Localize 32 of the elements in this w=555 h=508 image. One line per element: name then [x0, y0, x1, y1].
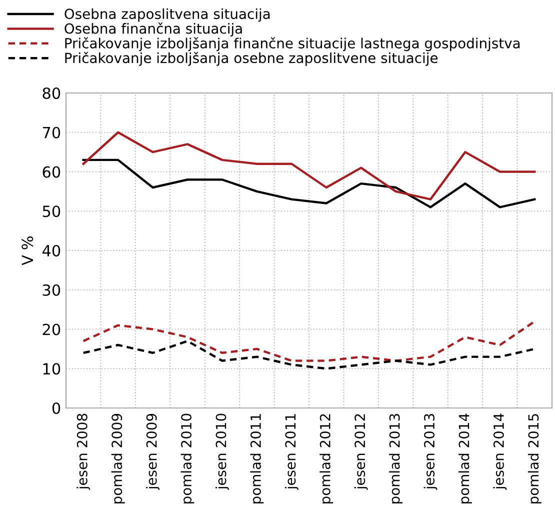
line-series [82, 158, 536, 208]
x-tick-label: pomlad 2014 [458, 414, 472, 504]
x-tick-label: pomlad 2013 [389, 414, 403, 504]
x-tick-label: jesen 2008 [76, 414, 90, 490]
y-tick-label: 70 [42, 126, 60, 138]
y-tick-label: 20 [42, 324, 60, 336]
y-tick-label: 60 [42, 166, 60, 178]
y-tick-label: 50 [42, 206, 60, 218]
x-tick-label: jesen 2012 [354, 414, 368, 490]
x-tick-label: pomlad 2010 [180, 414, 194, 504]
legend-label: Osebna finančna situacija [64, 22, 242, 36]
x-tick-label: jesen 2011 [284, 414, 298, 490]
legend-label: Pričakovanje izboljšanja osebne zaposlitvene situacije [65, 52, 438, 66]
line-series [82, 131, 536, 200]
legend-label: Osebna zaposlitvena situacija [64, 8, 270, 22]
y-axis-title: V % [22, 236, 34, 266]
y-tick-label: 10 [43, 363, 60, 375]
y-tick-label: 0 [52, 402, 60, 414]
line-series [82, 340, 536, 370]
legend-label: Pričakovanje izboljšanja finančne situacije lastnega gospodinjstva [65, 37, 520, 52]
x-tick-label: jesen 2010 [215, 414, 229, 490]
x-tick-label: jesen 2009 [146, 414, 160, 490]
line-series [82, 320, 536, 362]
x-tick-label: pomlad 2015 [528, 414, 542, 504]
x-tick-label: jesen 2013 [424, 414, 438, 490]
x-tick-label: pomlad 2009 [111, 414, 125, 504]
y-tick-label: 40 [42, 244, 60, 257]
x-tick-label: pomlad 2011 [250, 414, 264, 504]
x-tick-label: jesen 2014 [493, 414, 507, 490]
y-tick-label: 80 [42, 87, 60, 100]
y-tick-label: 30 [42, 284, 60, 296]
x-tick-label: pomlad 2012 [320, 414, 334, 504]
